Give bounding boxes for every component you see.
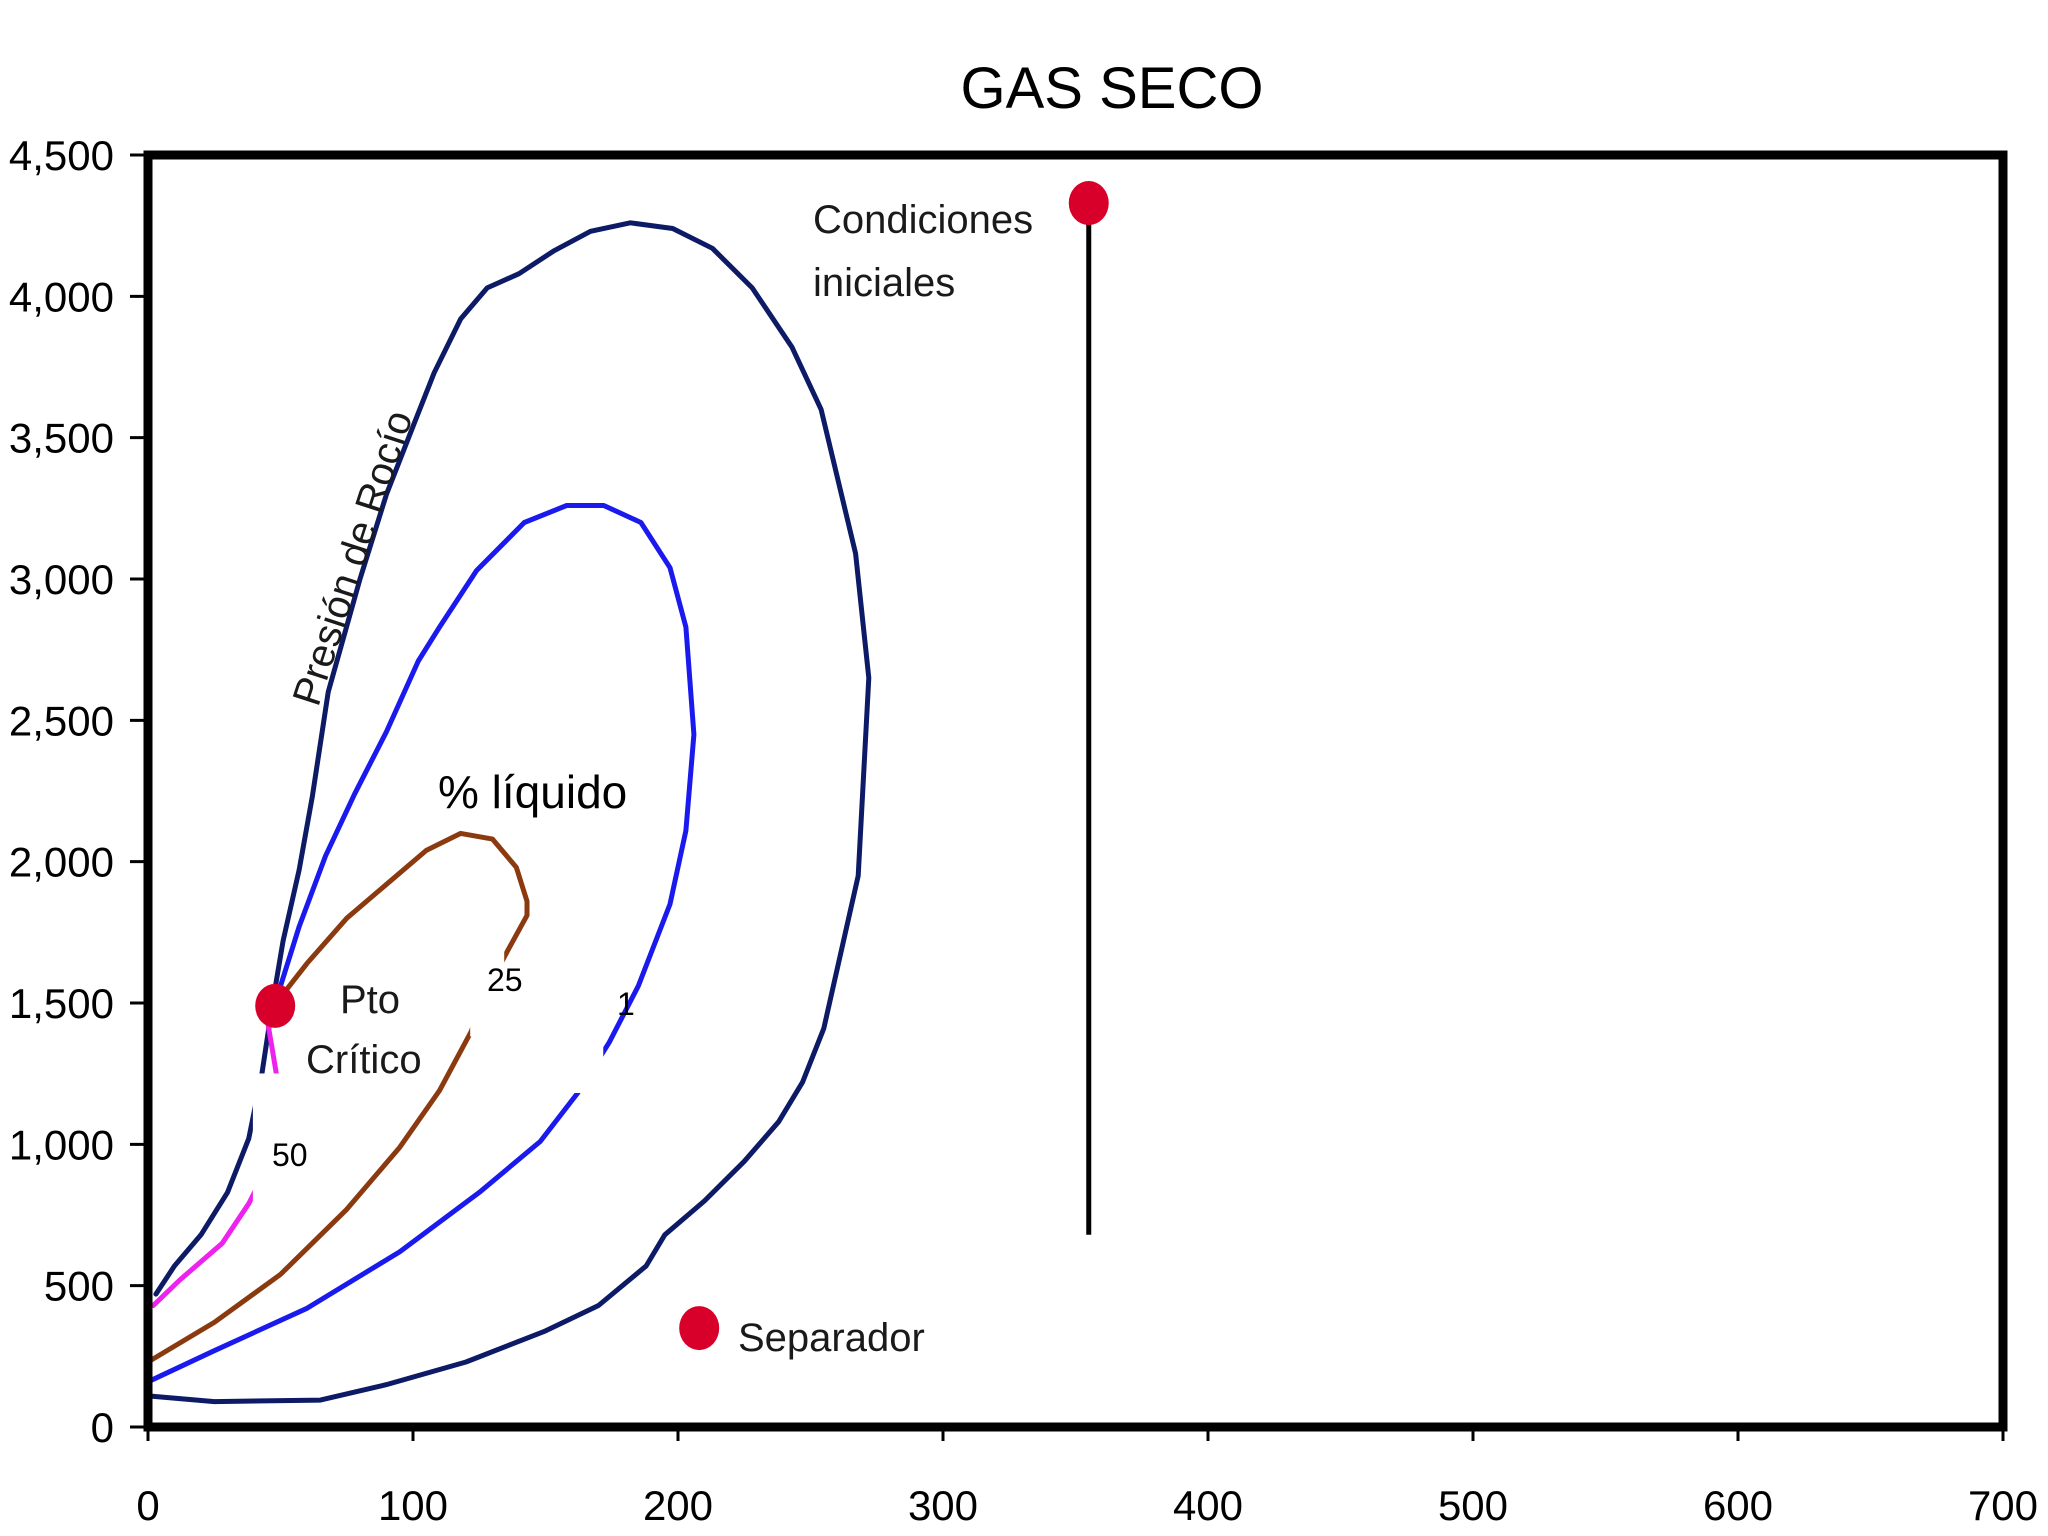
liquid-percent-label: % líquido xyxy=(438,766,627,818)
gap-curve-50 xyxy=(252,1073,287,1214)
y-tick-label-2500: 2,500 xyxy=(9,697,114,744)
curve-label-1: 1 xyxy=(617,986,635,1022)
initial-conditions-label-line2: iniciales xyxy=(813,261,955,305)
chart-title: GAS SECO xyxy=(961,56,1264,121)
y-tick-label-500: 500 xyxy=(44,1263,114,1310)
point-marker-3 xyxy=(679,1306,720,1351)
y-tick-label-4500: 4,500 xyxy=(9,132,114,179)
marks xyxy=(255,181,1109,1351)
gap-curve-1 xyxy=(567,983,604,1093)
y-tick-label-1000: 1,000 xyxy=(9,1121,114,1168)
axes: 0 100 200 300 400 500 600 700 0 500 1,000 1,500 2,00… xyxy=(9,132,2038,1529)
y-tick-label-2000: 2,000 xyxy=(9,839,114,886)
series-line-1 xyxy=(145,220,872,1405)
y-tick-label-4000: 4,000 xyxy=(9,273,114,320)
curves xyxy=(145,220,872,1405)
curve-label-25: 25 xyxy=(487,962,523,998)
x-tick-label-500: 500 xyxy=(1438,1482,1508,1529)
point-marker-1 xyxy=(1068,181,1109,226)
gap-curve-25 xyxy=(470,926,505,1037)
dew-pressure-label: Presión de Rocío xyxy=(285,405,422,710)
y-tick-label-0: 0 xyxy=(91,1404,114,1451)
x-tick-label-200: 200 xyxy=(643,1482,713,1529)
point-marker-2 xyxy=(255,983,296,1028)
curve-label-50: 50 xyxy=(272,1137,308,1173)
x-tick-label-600: 600 xyxy=(1703,1482,1773,1529)
y-tick-label-3500: 3,500 xyxy=(9,415,114,462)
y-tick-label-3000: 3,000 xyxy=(9,556,114,603)
x-tick-label-400: 400 xyxy=(1173,1482,1243,1529)
separator-label: Separador xyxy=(738,1316,925,1360)
series-line-3 xyxy=(145,830,530,1365)
critical-point-label-line1: Pto xyxy=(340,978,400,1022)
plot-frame xyxy=(143,150,2008,1432)
series-line-2 xyxy=(145,503,697,1385)
y-tick-label-1500: 1,500 xyxy=(9,980,114,1027)
x-tick-label-100: 100 xyxy=(378,1482,448,1529)
x-tick-label-300: 300 xyxy=(908,1482,978,1529)
x-tick-label-700: 700 xyxy=(1968,1482,2038,1529)
initial-conditions-label-line1: Condiciones xyxy=(813,198,1033,242)
critical-point-label-line2: Crítico xyxy=(306,1038,422,1082)
x-tick-label-0: 0 xyxy=(136,1482,159,1529)
